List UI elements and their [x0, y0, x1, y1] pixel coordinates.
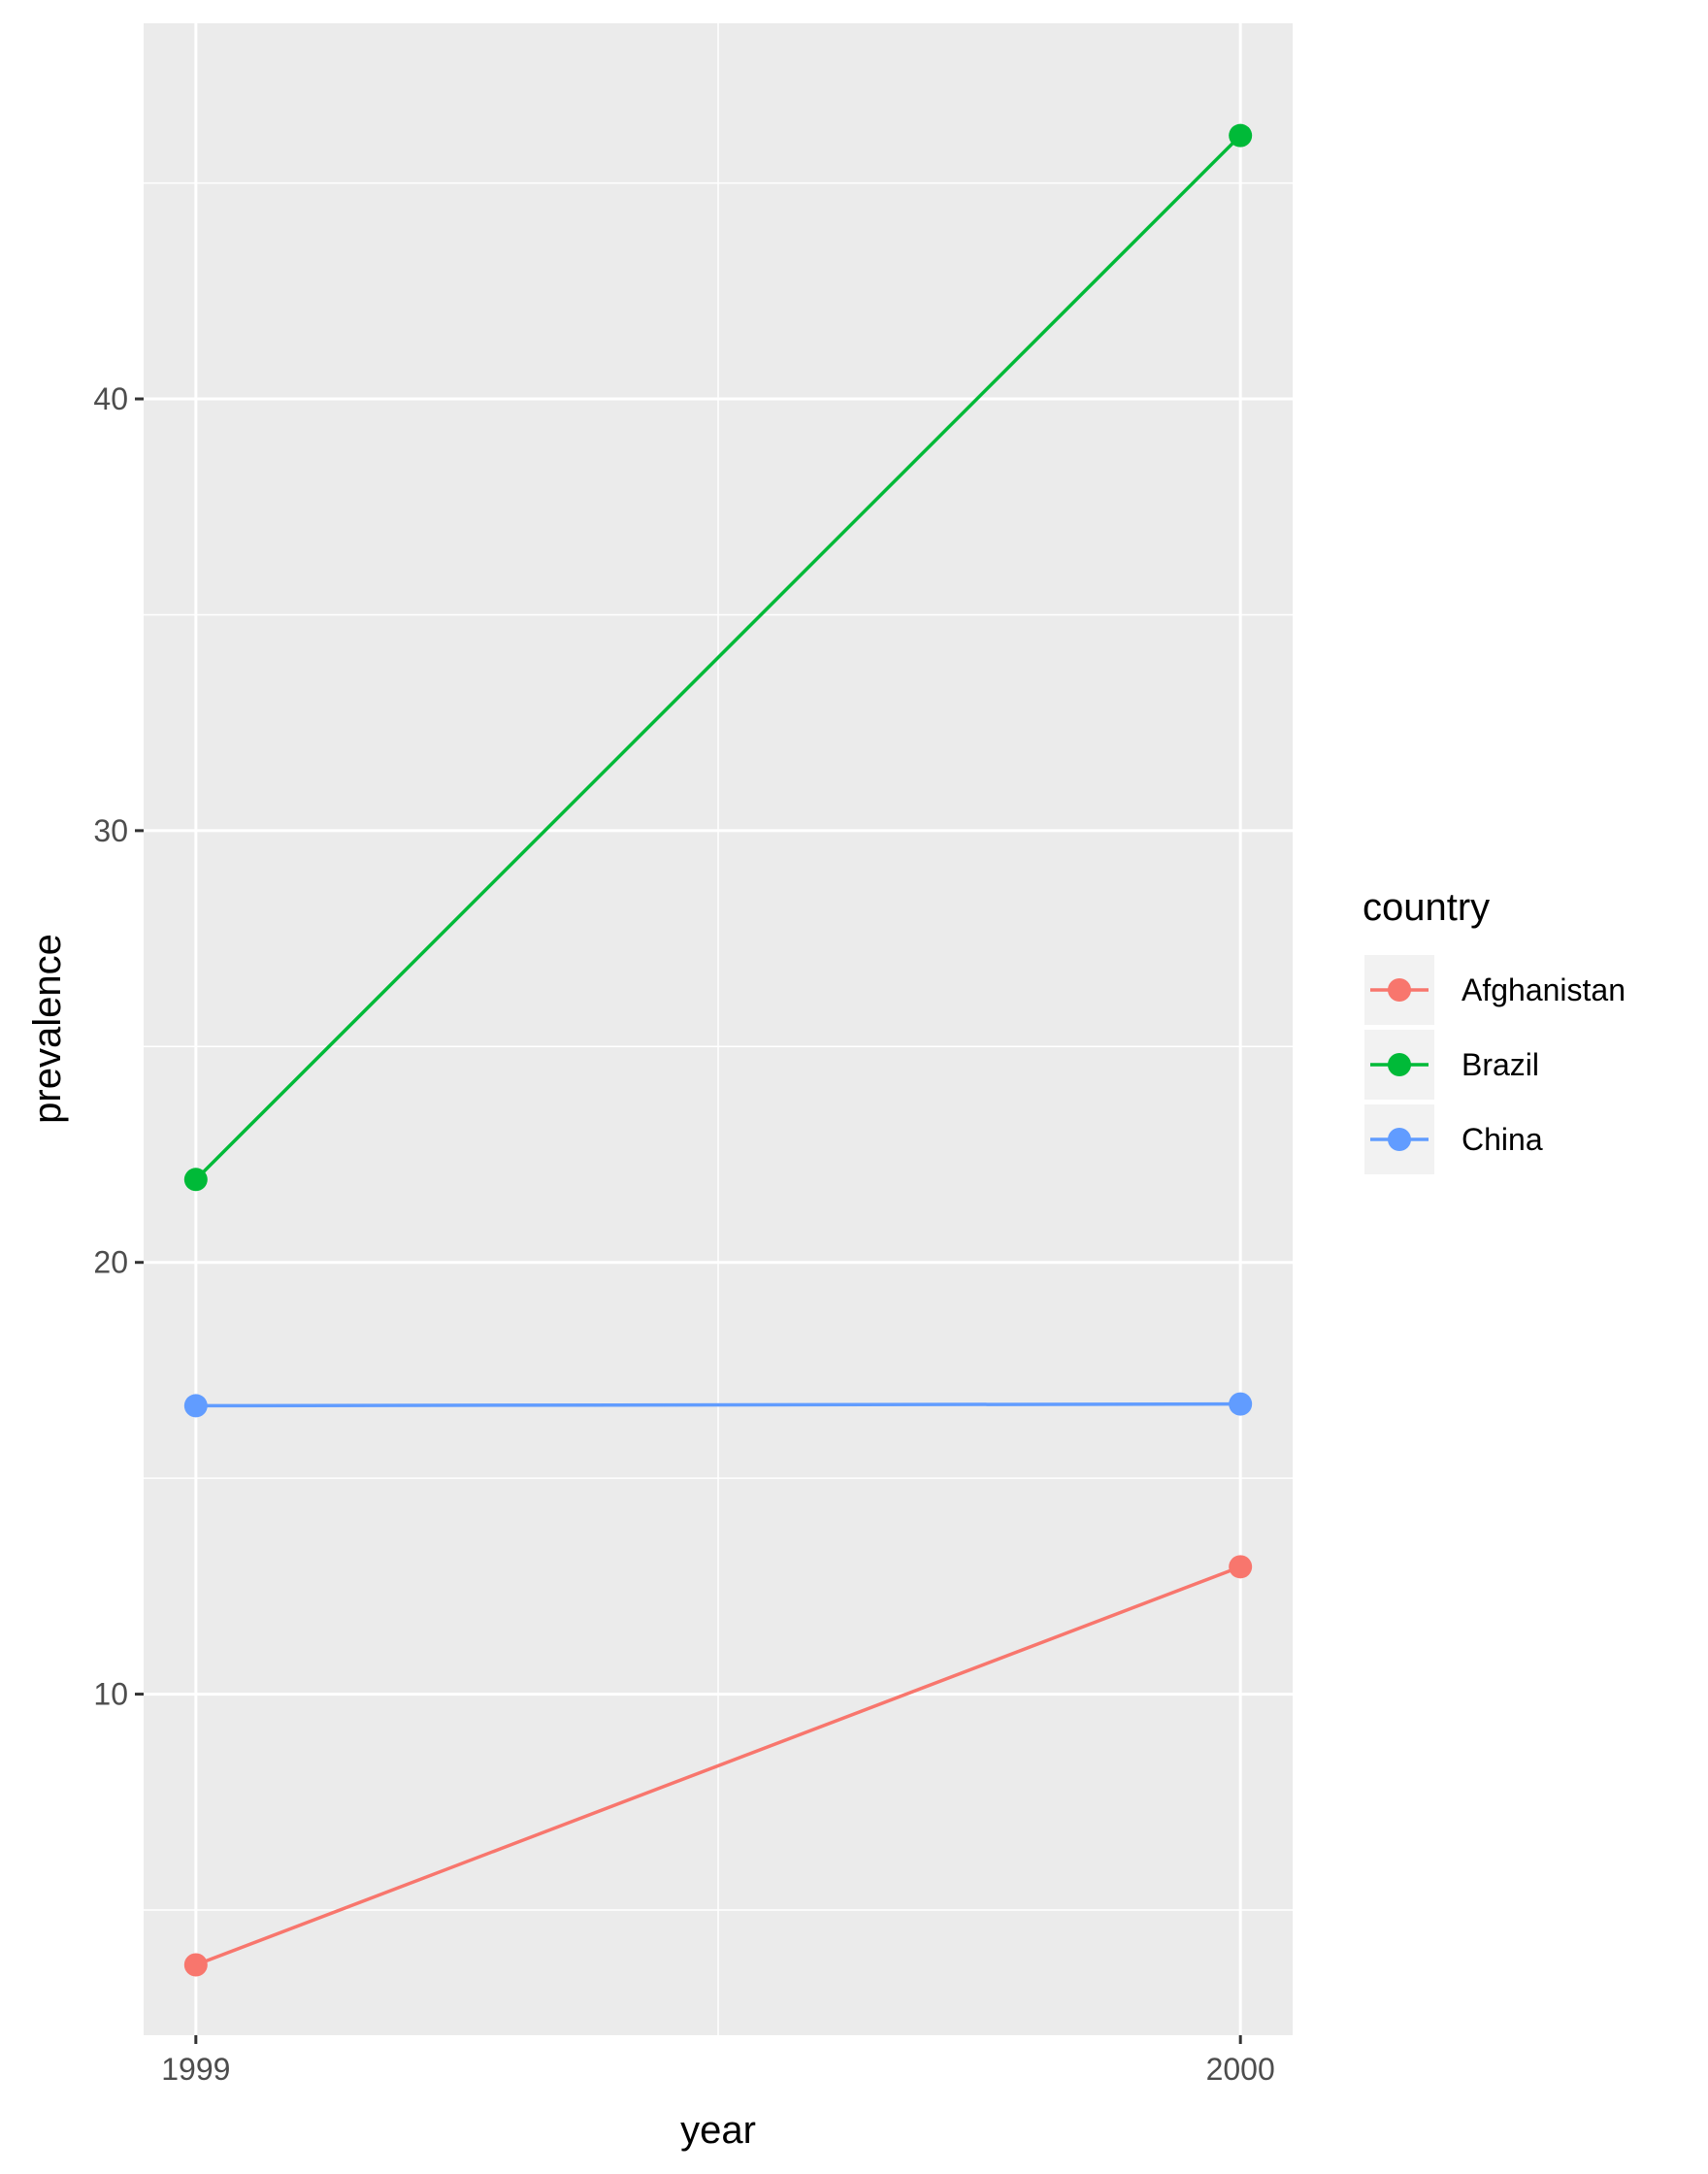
- major-gridlines: [144, 23, 1293, 2035]
- series-brazil: [183, 123, 1253, 1192]
- legend: country Afghanistan Brazil China: [1363, 886, 1626, 1174]
- legend-title: country: [1363, 886, 1490, 929]
- series-afghanistan: [183, 1555, 1253, 1977]
- data-point-china: [183, 1394, 208, 1418]
- legend-item-brazil: Brazil: [1364, 1030, 1539, 1100]
- series-line-brazil: [194, 134, 1242, 1181]
- series-line-afghanistan: [195, 1565, 1241, 1967]
- y-tick-label: 20: [93, 1245, 128, 1280]
- x-axis-title: year: [680, 2109, 756, 2152]
- legend-item-china: China: [1364, 1104, 1543, 1174]
- y-tick-label: 10: [93, 1677, 128, 1712]
- x-tick-label: 1999: [161, 2052, 230, 2087]
- x-tick-label: 2000: [1206, 2052, 1275, 2087]
- y-tick-label: 40: [93, 381, 128, 416]
- legend-key-point: [1388, 1053, 1411, 1076]
- series-china: [183, 1392, 1253, 1418]
- legend-label: Brazil: [1462, 1047, 1539, 1082]
- y-axis-title: prevalence: [26, 934, 69, 1124]
- data-point-brazil: [1229, 123, 1253, 148]
- series-layer: [183, 123, 1253, 1977]
- legend-item-afghanistan: Afghanistan: [1364, 955, 1626, 1025]
- x-axis: 1999 2000: [161, 2035, 1275, 2087]
- data-point-afghanistan: [183, 1953, 208, 1977]
- data-point-china: [1229, 1392, 1253, 1416]
- series-line-china: [195, 1401, 1241, 1408]
- legend-label: Afghanistan: [1462, 972, 1626, 1007]
- y-axis: 10 20 30 40: [93, 381, 144, 1712]
- y-tick-label: 30: [93, 813, 128, 848]
- legend-label: China: [1462, 1122, 1543, 1157]
- legend-key-point: [1388, 978, 1411, 1002]
- legend-key-point: [1388, 1128, 1411, 1151]
- data-point-brazil: [183, 1168, 208, 1192]
- data-point-afghanistan: [1229, 1555, 1253, 1579]
